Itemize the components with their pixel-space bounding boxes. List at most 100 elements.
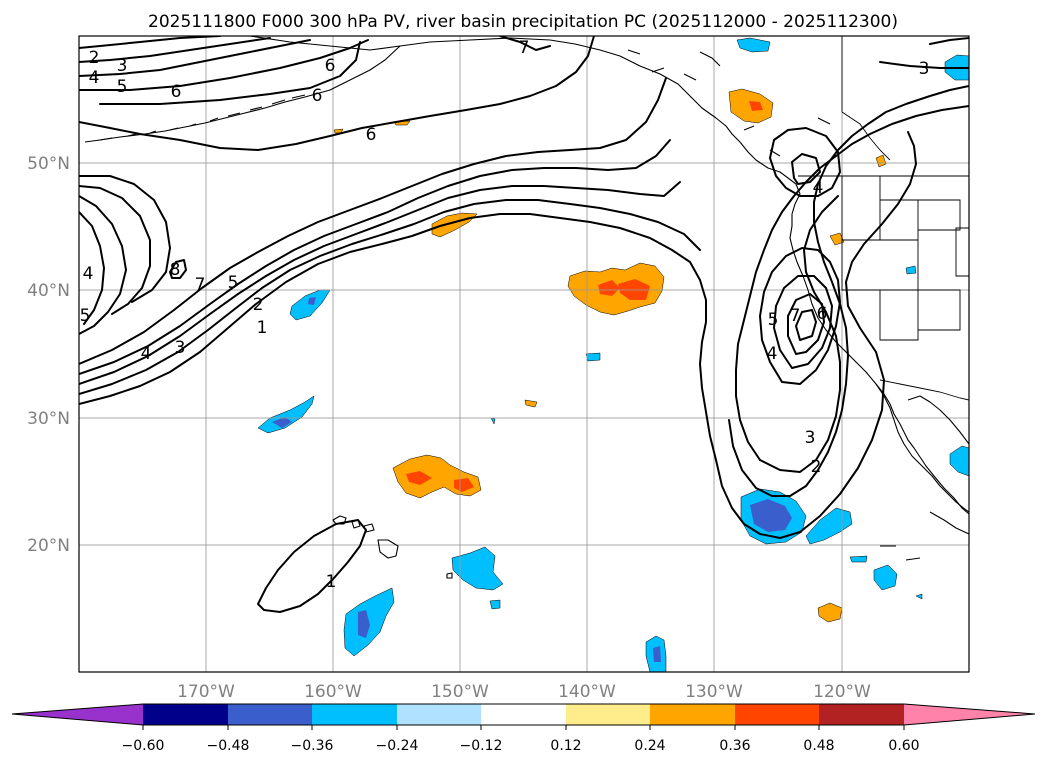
lon-label-130w: 130°W <box>685 682 743 702</box>
contour-label: 4 <box>813 178 824 198</box>
map-panel: 2 3 4 5 6 6 6 7 6 3 4 5 8 7 5 2 1 3 4 4 <box>78 35 970 673</box>
pv-contour-pnw-loop <box>769 127 841 197</box>
colorbar-segment <box>481 704 566 725</box>
precip-deficit-subtropics-blue <box>750 499 792 532</box>
pv-contour-5-coast-loop <box>773 275 833 369</box>
colorbar-tick-label: −0.24 <box>376 738 419 754</box>
contour-label: 8 <box>170 260 181 280</box>
pv-contour-4-main <box>79 139 671 375</box>
gridlines <box>79 36 969 672</box>
coastline-mexico-mainland <box>880 453 969 561</box>
contour-label: 7 <box>519 38 530 58</box>
lon-label-140w: 140°W <box>558 682 616 702</box>
pv-contours <box>79 36 969 613</box>
contour-label: 3 <box>805 428 816 448</box>
colorbar-tick-label: −0.12 <box>460 738 503 754</box>
colorbar-segment <box>566 704 650 725</box>
colorbar-segment <box>650 704 735 725</box>
contour-label: 1 <box>257 318 268 338</box>
contour-label: 4 <box>141 344 152 364</box>
precip-deficit-west-30n-blue <box>272 417 292 428</box>
pv-contour-5-left <box>79 195 127 335</box>
pv-contour-7-left <box>79 175 171 303</box>
colorbar-segment <box>228 704 312 725</box>
colorbar-segment <box>397 704 481 725</box>
contour-label: 3 <box>117 56 128 76</box>
lat-label-50n: 50°N <box>27 154 70 174</box>
precip-anomaly-hawaii-north-red <box>406 471 474 492</box>
colorbar-segment <box>735 704 819 725</box>
colorbar: −0.60 −0.48 −0.36 −0.24 −0.12 0.12 0.24 … <box>11 703 1036 754</box>
contour-label: 2 <box>253 295 264 315</box>
precip-deficit-gulf-mexico-cyan <box>949 445 969 477</box>
precip-deficit-bottom-blue <box>653 646 661 662</box>
border-us-mexico <box>879 379 969 401</box>
contour-label: 7 <box>195 275 206 295</box>
precip-anomaly-mexico-orange <box>817 602 843 623</box>
precip-deficit-west-40n-cyan <box>289 289 331 321</box>
precip-deficit-baja-south-cyan <box>805 507 853 545</box>
contour-label: 6 <box>312 86 323 106</box>
precip-deficit-small-cells <box>489 265 923 610</box>
coastline-alaska-peninsula <box>79 36 431 143</box>
contour-label: 3 <box>919 59 930 79</box>
colorbar-segment <box>312 704 397 725</box>
colorbar-tick-label: 0.36 <box>719 738 750 754</box>
pv-contour-4-coast-loop <box>759 247 841 385</box>
colorbar-tick-labels: −0.60 −0.48 −0.36 −0.24 −0.12 0.12 0.24 … <box>122 738 920 754</box>
colorbar-segment <box>143 704 228 725</box>
contour-label: 5 <box>228 273 239 293</box>
colorbar-tick-label: 0.24 <box>634 738 665 754</box>
pv-contour-2-top <box>79 36 221 49</box>
coastline-aleutian-islands <box>99 94 306 141</box>
coastlines <box>79 36 969 579</box>
pv-contour-7-coast-loop <box>795 309 817 341</box>
map-content: 2 3 4 5 6 6 6 7 6 3 4 5 8 7 5 2 1 3 4 4 <box>79 36 969 672</box>
lat-label-40n: 40°N <box>27 281 70 301</box>
pv-contour-1-subtropical-loop <box>257 519 367 613</box>
precip-anomaly-idaho-orange <box>875 154 887 168</box>
contour-label: 4 <box>83 264 94 284</box>
coastline-bc-washington-oregon-california <box>739 141 969 513</box>
pv-contour-4-top-right <box>929 37 969 45</box>
map-frame <box>78 35 970 673</box>
colorbar-tick-label: −0.60 <box>122 738 165 754</box>
pv-contour-3-top-right <box>879 61 969 69</box>
colorbar-extend-high <box>904 704 1035 725</box>
lon-label-150w: 150°W <box>431 682 489 702</box>
pv-contour-5-main <box>79 77 667 365</box>
pv-contour-4-top <box>79 39 311 77</box>
contour-label: 3 <box>175 338 186 358</box>
pv-contour-1-main <box>79 131 917 539</box>
colorbar-tick-label: −0.36 <box>291 738 334 754</box>
precip-deficit-southwest-hawaii-blue <box>358 610 370 638</box>
precip-deficit-west-40n-blue <box>308 297 316 305</box>
latitude-labels: 50°N 40°N 30°N 20°N <box>27 154 70 556</box>
border-us-states <box>841 176 969 341</box>
map-background <box>79 36 969 672</box>
lon-label-160w: 160°W <box>304 682 362 702</box>
colorbar-tick-label: −0.48 <box>207 738 250 754</box>
pv-contour-3-main <box>79 181 681 385</box>
longitude-labels: 170°W 160°W 150°W 140°W 130°W 120°W <box>177 682 871 702</box>
contour-label: 6 <box>817 304 828 324</box>
pv-contour-6-top <box>99 41 361 105</box>
pv-contour-2-meander <box>728 85 969 497</box>
lat-label-30n: 30°N <box>27 409 70 429</box>
figure-title: 2025111800 F000 300 hPa PV, river basin … <box>148 12 898 32</box>
contour-label: 4 <box>89 68 100 88</box>
pv-contour-8-left <box>169 259 187 279</box>
pv-contour-4-left <box>79 211 105 325</box>
contour-label: 5 <box>768 310 779 330</box>
colorbar-segment <box>819 704 904 725</box>
colorbar-tick-label: 0.12 <box>550 738 581 754</box>
pv-contour-5-top <box>79 39 369 91</box>
colorbar-ticks <box>142 725 905 730</box>
pv-contour-7-top <box>499 36 551 51</box>
lon-label-170w: 170°W <box>177 682 235 702</box>
precip-deficit-bc-north-cyan <box>736 37 771 53</box>
pv-contour-6-main <box>79 36 595 151</box>
precip-deficit-west-30n-cyan <box>257 395 315 434</box>
coastline-hawaiian-islands <box>332 515 453 579</box>
